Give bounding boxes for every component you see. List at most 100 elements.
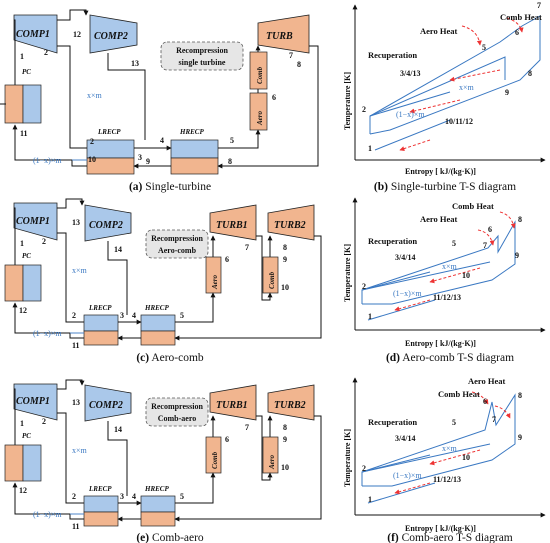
hrecp-hot (140, 314, 176, 332)
config-box-line2: Comb-aero (158, 414, 197, 423)
state-9: 9 (283, 255, 287, 264)
turbine-shape (257, 14, 310, 54)
state-13: 13 (131, 59, 139, 68)
ts-b-recuperation: Recuperation (368, 50, 417, 60)
lrecp-label: LRECP (88, 304, 112, 312)
comp2-label: COMP2 (89, 400, 123, 411)
ts-d-comb-heat: Comb Heat (452, 201, 494, 211)
state-14: 14 (114, 245, 122, 254)
pc-right (22, 264, 42, 302)
state-8: 8 (297, 60, 301, 69)
one-minus-xm-label: (1−x)×m (33, 329, 62, 338)
state-13: 13 (72, 398, 80, 407)
state-8b: 8 (228, 157, 232, 166)
ts-d-label-9: 9 (515, 251, 519, 260)
ts-b-label-9: 9 (505, 88, 509, 97)
state-10: 10 (88, 155, 96, 164)
ts-f-cycle (361, 393, 516, 504)
ts-f-label-11-12-13: 11/12/13 (433, 475, 461, 484)
heater-1-label: Aero (211, 275, 219, 291)
turbine2-label: TURB2 (274, 400, 306, 411)
state-3: 3 (120, 311, 124, 320)
ts-d-cycle (361, 220, 516, 321)
ts-b-aero-heat: Aero Heat (420, 26, 458, 36)
config-box-line2: Aero-comb (158, 246, 197, 255)
ts-f-label-8: 8 (518, 391, 522, 400)
config-box (160, 41, 244, 71)
ts-f-label-3-4-14: 3/4/14 (395, 434, 415, 443)
xm-label: x×m (72, 446, 88, 455)
hrecp-label: HRECP (144, 304, 169, 312)
ts-f-label-5: 5 (452, 418, 456, 427)
hrecp-cold (170, 157, 219, 175)
ts-d-label-11-12-13: 11/12/13 (433, 293, 461, 302)
ts-b-xlabel: Entropy [ kJ/(kg·K)] (405, 167, 476, 176)
state-13: 13 (72, 218, 80, 227)
one-minus-xm-label: (1−x)×m (33, 510, 62, 519)
state-9: 9 (146, 157, 150, 166)
state-2: 2 (72, 311, 76, 320)
comp2-shape (89, 14, 138, 54)
caption-f: (f) Comb-aero T-S diagram (387, 532, 513, 543)
ts-f-label-1: 1 (368, 495, 372, 504)
config-box-line1: Recompression (151, 402, 203, 411)
state-12: 12 (19, 306, 27, 315)
turbine2-label: TURB2 (274, 220, 306, 231)
config-box-line2: single turbine (179, 58, 226, 67)
turbine-label: TURB (266, 31, 293, 42)
comp1-label: COMP1 (16, 216, 50, 227)
comp2-label: COMP2 (89, 220, 123, 231)
state-4: 4 (132, 311, 136, 320)
ts-b-comb-heat: Comb Heat (500, 12, 542, 22)
ts-diagram-comb-aero: Temperature [K] Entropy [ kJ/(kg·K)] Aer… (343, 376, 546, 543)
ts-d-label-10: 10 (462, 271, 470, 280)
turbine2-shape (267, 204, 315, 241)
heater-top-label: Comb (256, 66, 264, 84)
state-11: 11 (20, 129, 28, 138)
ts-d-heat-arrows (394, 211, 516, 312)
ts-d-xm: x×m (442, 262, 458, 271)
ts-d-label-1: 1 (368, 312, 372, 321)
state-7: 7 (245, 243, 249, 252)
state-8: 8 (283, 423, 287, 432)
state-5: 5 (180, 492, 184, 501)
turbine1-label: TURB1 (216, 220, 248, 231)
pc-left (4, 84, 24, 124)
ts-b-label-5: 5 (482, 43, 486, 52)
one-minus-xm-label: (1−x)×m (33, 156, 62, 165)
hrecp-label: HRECP (144, 485, 169, 493)
state-1: 1 (20, 419, 24, 428)
xm-label: x×m (87, 91, 103, 100)
ts-b-label-8: 8 (528, 69, 532, 78)
lrecp-hot (83, 314, 119, 332)
ts-d-xlabel: Entropy [ kJ/(kg·K)] (405, 339, 476, 348)
comp2-shape (84, 204, 132, 242)
caption-a: (a) Single-turbine (129, 181, 211, 193)
pc-left (4, 264, 24, 302)
ts-b-label-2: 2 (362, 105, 366, 114)
ts-d-label-2: 2 (362, 282, 366, 291)
state-12: 12 (73, 30, 81, 39)
caption-d: (d) Aero-comb T-S diagram (386, 352, 514, 364)
state-8: 8 (283, 243, 287, 252)
ts-b-label-10-11-12: 10/11/12 (445, 117, 473, 126)
ts-b-one-minus-xm: (1−x)×m (396, 110, 425, 119)
comp1-label: COMP1 (16, 396, 50, 407)
pc-right (22, 84, 42, 124)
ts-d-ylabel: Temperature [K] (343, 244, 352, 302)
config-box-line1: Recompression (151, 234, 203, 243)
state-1: 1 (20, 239, 24, 248)
heater-1-label: Comb (211, 451, 219, 469)
lrecp-label: LRECP (97, 128, 121, 136)
state-10: 10 (281, 283, 289, 292)
ts-f-comb-heat: Comb Heat (438, 389, 480, 399)
turbine1-shape (209, 204, 257, 241)
ts-d-aero-heat: Aero Heat (420, 214, 458, 224)
state-11: 11 (72, 522, 80, 531)
comp2-label: COMP2 (94, 31, 128, 42)
comp1-shape (13, 14, 58, 54)
state-10: 10 (281, 463, 289, 472)
state-2a: 2 (42, 237, 46, 246)
state-3: 3 (120, 492, 124, 501)
ts-b-label-3-4-13: 3/4/13 (400, 69, 420, 78)
